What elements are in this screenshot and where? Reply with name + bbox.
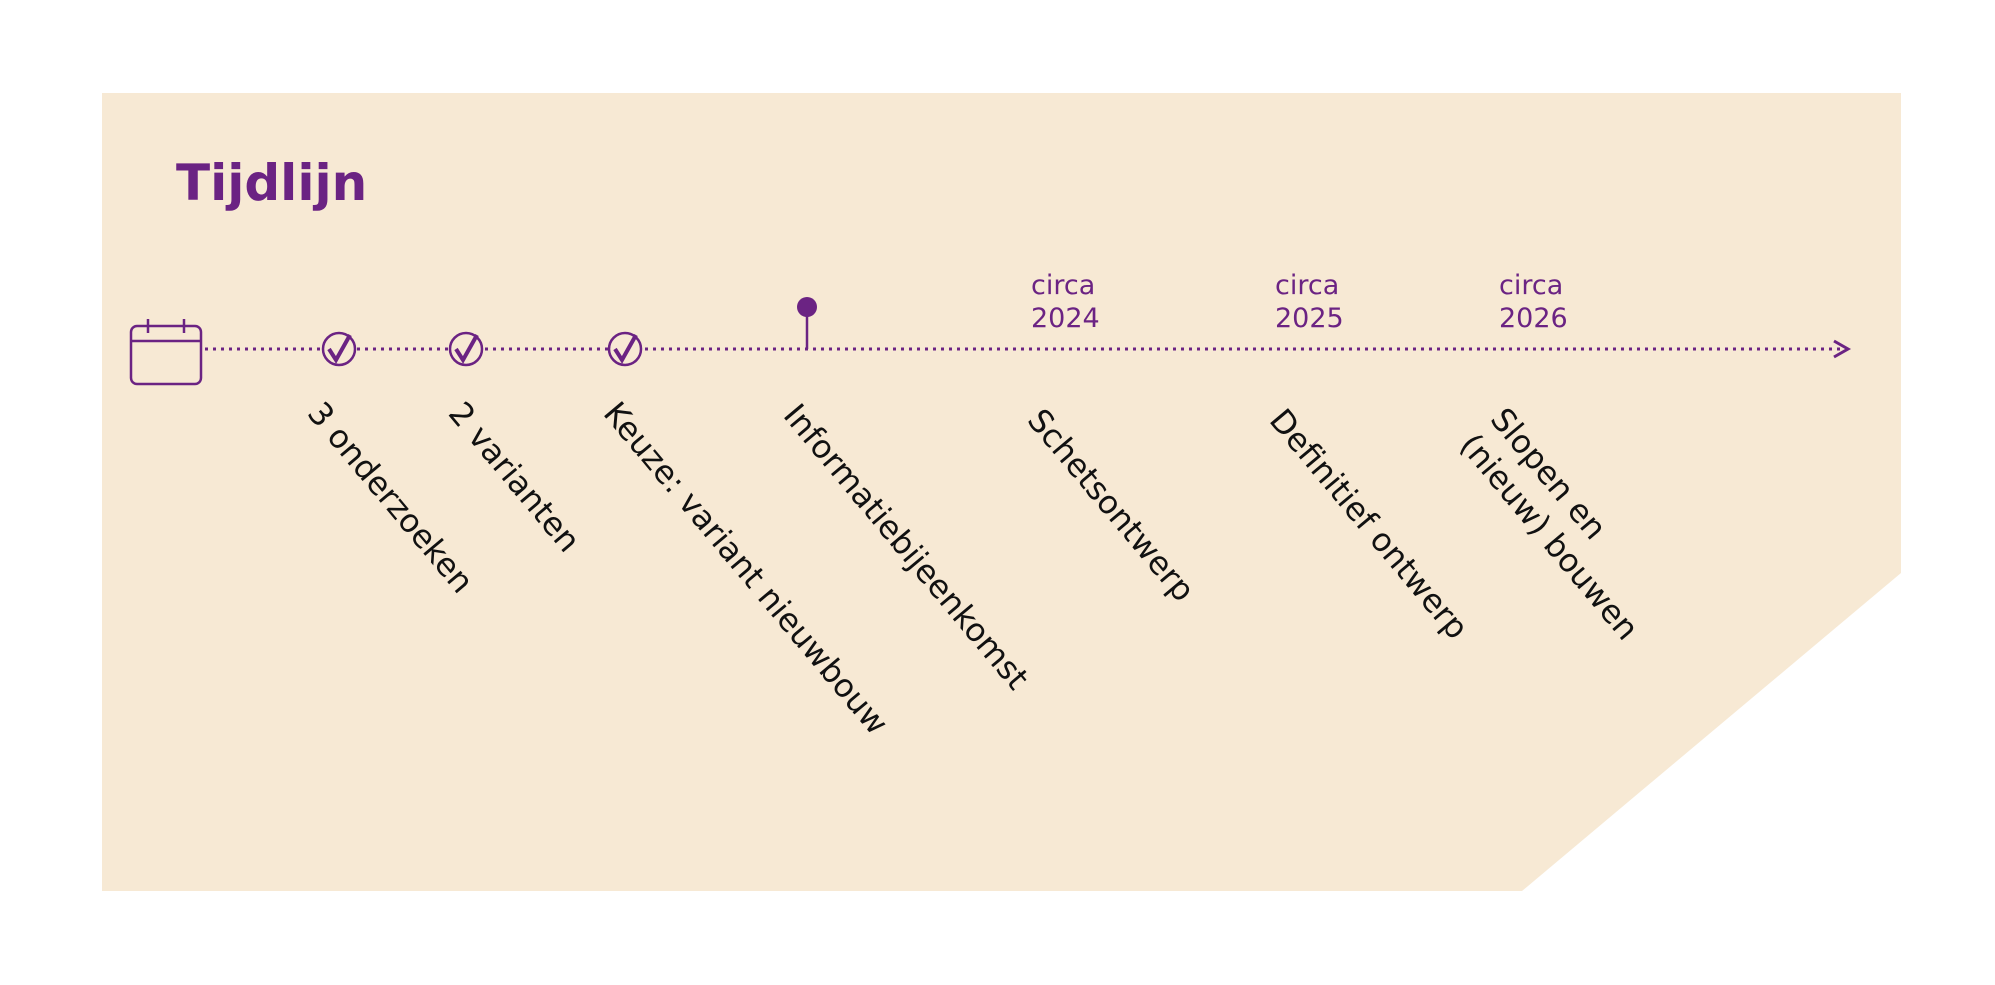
event-date: 2025 [1275, 303, 1344, 334]
check-markers [321, 331, 643, 367]
event-date: circa [1031, 270, 1095, 301]
event-date: circa [1499, 270, 1563, 301]
panel [102, 93, 1901, 891]
arrow-head [1833, 339, 1852, 359]
calendar-icon [129, 319, 203, 386]
event-date: 2026 [1499, 303, 1568, 334]
event-date: circa [1275, 270, 1339, 301]
event-date: 2024 [1031, 303, 1100, 334]
title: Tijdlijn [176, 154, 367, 212]
pin-marker [797, 297, 817, 349]
